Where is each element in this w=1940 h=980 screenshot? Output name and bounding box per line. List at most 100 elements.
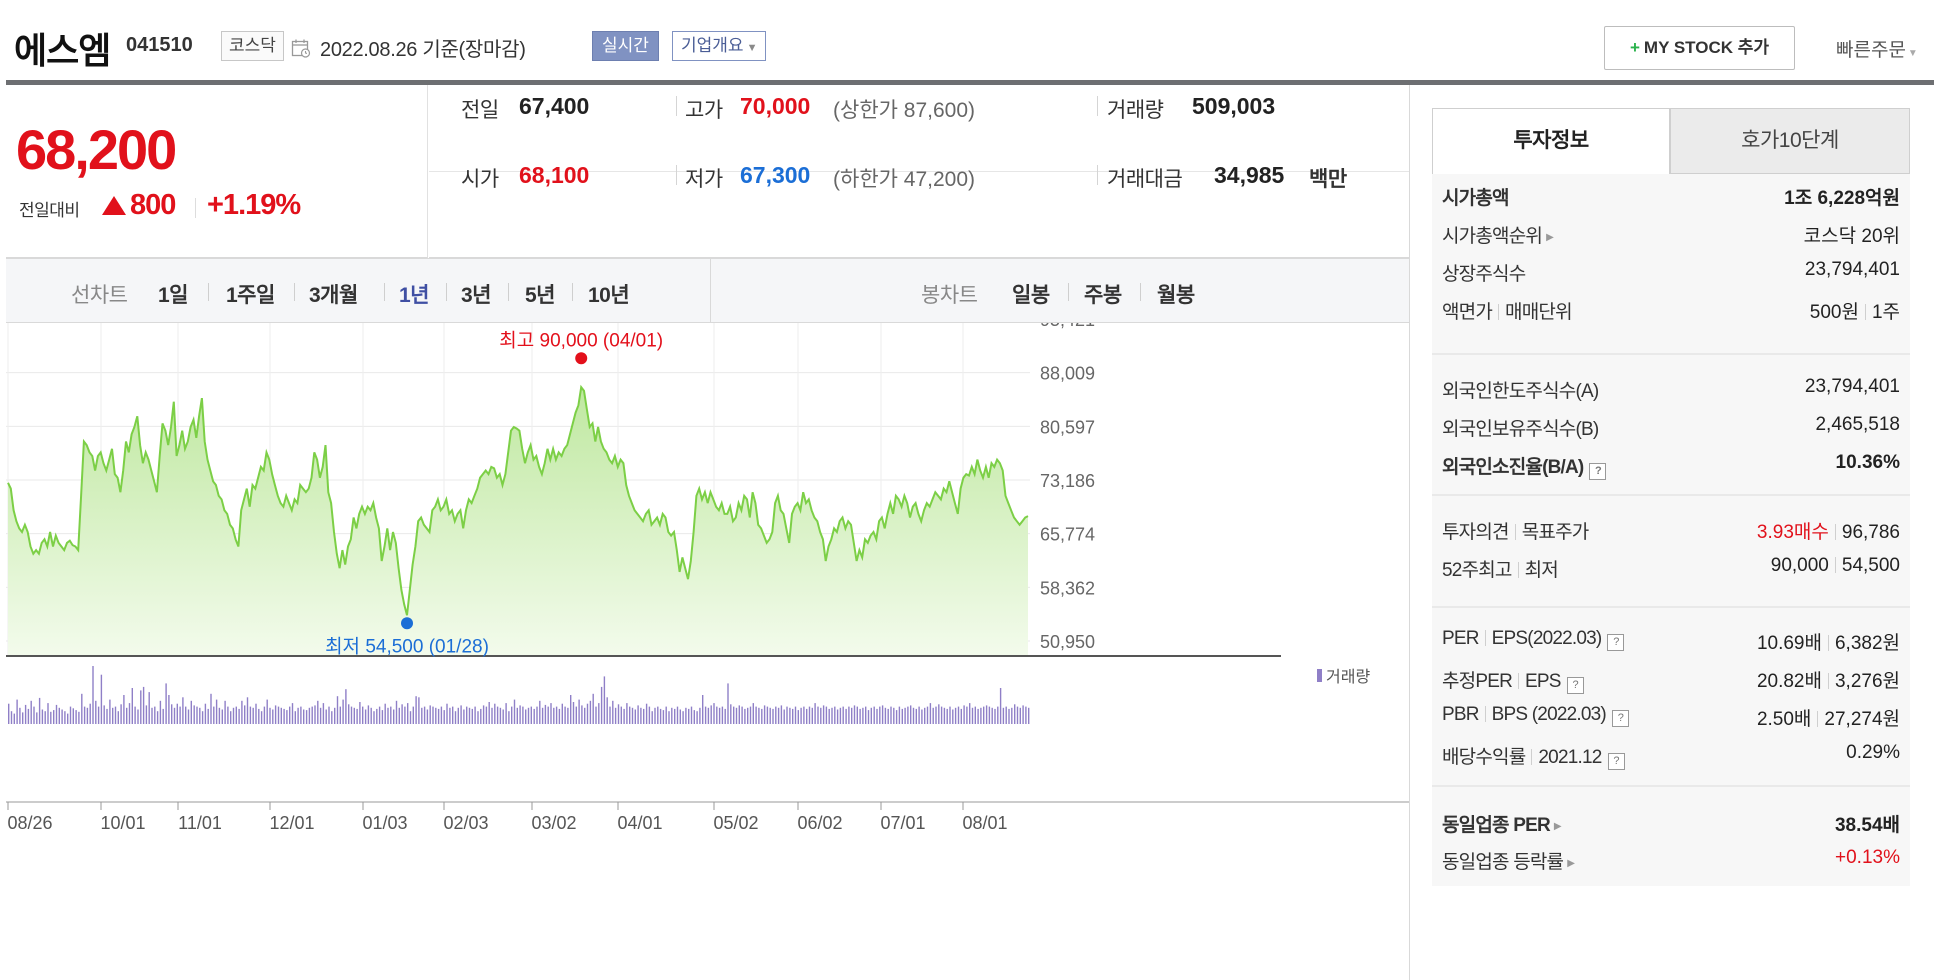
volume-bar	[721, 706, 724, 724]
divider	[1097, 96, 1098, 116]
tab-monthly[interactable]: 월봉	[1157, 284, 1195, 307]
x-tick-label: 04/01	[617, 813, 662, 833]
volume-bar	[224, 700, 226, 724]
tab-weekly[interactable]: 주봉	[1084, 284, 1122, 307]
stock-code: 041510	[126, 34, 193, 56]
volume-bar	[269, 707, 271, 724]
volume-bar	[527, 707, 530, 724]
volume-bar	[421, 707, 423, 724]
volume-bar	[38, 697, 41, 724]
realtime-button[interactable]: 실시간	[592, 31, 659, 61]
volume-bar	[777, 707, 780, 724]
x-tick-label: 06/02	[797, 813, 842, 833]
volume-bar	[558, 708, 561, 724]
volume-bar	[685, 707, 687, 724]
volume-bar	[16, 699, 18, 724]
info-row[interactable]: 동일업종 PER ▶ 38.54배	[1442, 810, 1900, 840]
tab-1w[interactable]: 1주일	[226, 284, 275, 307]
volume-bar	[454, 711, 457, 724]
company-info-dropdown[interactable]: 기업개요 ▼	[672, 31, 767, 61]
info-row-label-text: 외국인보유주식수(B)	[1442, 419, 1599, 440]
volume-bar	[89, 703, 91, 724]
volume-bar	[482, 705, 485, 724]
volume-bar	[317, 700, 319, 724]
volume-bar	[131, 688, 133, 724]
volume-bar	[867, 710, 870, 724]
volume-bar	[932, 707, 934, 724]
volume-bar	[381, 710, 384, 724]
volume-bar	[834, 706, 836, 724]
volume-bar	[266, 699, 268, 724]
volume-bar	[53, 710, 55, 724]
help-icon[interactable]: ?	[1607, 753, 1625, 770]
volume-bar	[429, 705, 431, 724]
volume-bar	[418, 697, 420, 724]
info-row: 액면가 매매단위 500원 1주	[1442, 297, 1900, 327]
volume-bar	[836, 709, 839, 724]
help-icon[interactable]: ?	[1607, 634, 1625, 651]
price-summary: 68,200 전일대비 800 +1.19%	[6, 85, 428, 258]
divider	[1484, 706, 1486, 722]
volume-bar	[393, 709, 395, 724]
volume-bar	[662, 710, 665, 724]
quick-order-dropdown[interactable]: 빠른주문 ▼	[1836, 35, 1918, 62]
divider	[710, 259, 711, 323]
volume-bar	[401, 704, 403, 724]
volume-bar	[502, 709, 504, 724]
price-chart[interactable]: 95,421 88,009 80,597 73,186 65,774 58,362 50,9…	[0, 323, 1409, 980]
change-percent: +1.19%	[207, 189, 301, 221]
volume-bar	[499, 707, 502, 724]
tab-orderbook-10[interactable]: 호가10단계	[1670, 108, 1910, 174]
volume-bar	[811, 707, 813, 724]
calendar-icon	[291, 38, 311, 58]
volume-bar	[398, 707, 400, 724]
low-value: 67,300	[740, 162, 811, 188]
info-row: 외국인한도주식수(A) 23,794,401	[1442, 376, 1900, 406]
volume-bar	[92, 666, 94, 724]
info-row-subvalue: 1주	[1871, 302, 1900, 323]
volume-bar	[575, 706, 577, 724]
help-icon[interactable]: ?	[1611, 710, 1629, 727]
add-my-stock-button[interactable]: + MY STOCK 추가	[1604, 26, 1795, 70]
volume-bar	[674, 708, 676, 724]
volume-bar	[879, 706, 881, 724]
info-row-value: 23,794,401	[1805, 259, 1900, 281]
info-row-label-text: 52주최고	[1442, 560, 1512, 581]
tab-investment-info[interactable]: 투자정보	[1432, 108, 1670, 174]
panel-divider	[1409, 85, 1410, 980]
volume-bar	[598, 703, 600, 724]
info-row[interactable]: 동일업종 등락률 ▶ +0.13%	[1442, 847, 1900, 877]
volume-bar	[831, 707, 833, 724]
volume-bar	[651, 711, 653, 724]
tab-3m[interactable]: 3개월	[309, 284, 358, 307]
y-tick-label: 80,597	[1040, 417, 1095, 437]
volume-bar	[980, 707, 982, 724]
tab-daily[interactable]: 일봉	[1012, 284, 1050, 307]
tab-1y[interactable]: 1년	[399, 284, 430, 307]
chevron-right-icon: ▶	[1567, 858, 1575, 869]
divider	[1834, 524, 1836, 540]
tab-1d[interactable]: 1일	[158, 284, 189, 307]
info-row-subvalue: 6,382원	[1834, 633, 1900, 654]
divider	[1097, 165, 1098, 185]
volume-bar	[50, 711, 52, 724]
help-icon[interactable]: ?	[1589, 463, 1607, 480]
volume-bar	[845, 708, 847, 724]
tab-3y[interactable]: 3년	[461, 284, 492, 307]
info-row-label-text: PER	[1442, 628, 1479, 649]
tab-5y[interactable]: 5년	[525, 284, 556, 307]
tab-10y[interactable]: 10년	[588, 284, 630, 307]
volume-bar	[544, 704, 547, 724]
volume-bar	[828, 708, 830, 724]
volume-bar	[173, 707, 176, 724]
volume-bar	[370, 707, 372, 724]
info-row[interactable]: 시가총액순위 ▶ 코스닥 20위	[1442, 221, 1900, 251]
volume-bar	[128, 703, 131, 724]
volume-bar	[755, 706, 757, 724]
volume-bar	[887, 708, 889, 724]
info-row-label-text: 상장주식수	[1442, 264, 1526, 285]
volume-bar	[848, 706, 850, 724]
volume-bar	[803, 706, 805, 724]
help-icon[interactable]: ?	[1566, 677, 1584, 694]
volume-value: 509,003	[1192, 93, 1276, 119]
